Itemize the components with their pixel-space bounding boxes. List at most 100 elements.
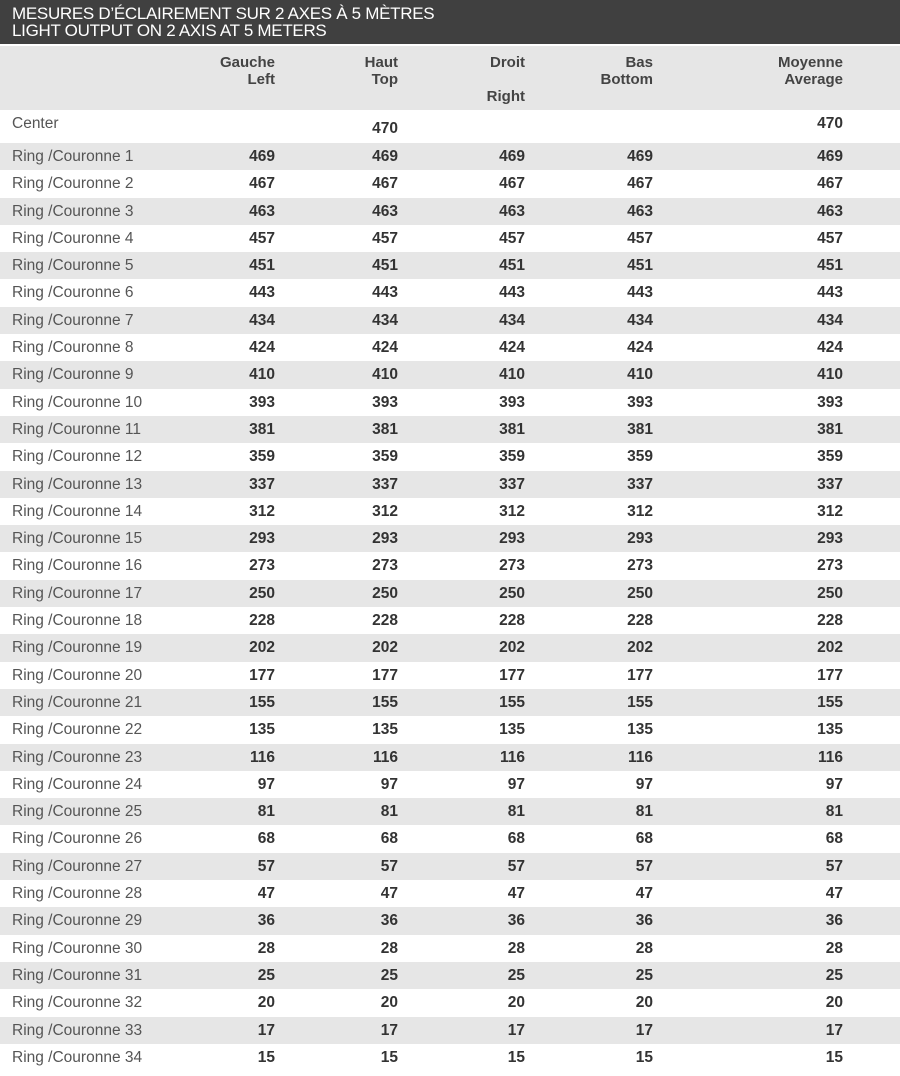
cell-average: 116: [817, 748, 843, 766]
cell-average: 293: [817, 530, 843, 548]
cell-right: 312: [499, 502, 525, 520]
table-row: Ring /Couronne 4 457 457 457 457 457: [0, 225, 900, 252]
table-row: Ring /Couronne 15 293 293 293 293 293: [0, 525, 900, 553]
table-row: Ring /Couronne 13 337 337 337 337 337: [0, 470, 900, 498]
cell-average: 155: [817, 693, 843, 711]
cell-bottom: 228: [627, 612, 653, 630]
cell-average: 457: [817, 229, 843, 247]
title-french: MESURES D’ÉCLAIREMENT SUR 2 AXES À 5 MÈT…: [12, 4, 435, 23]
cell-top: 25: [380, 966, 398, 984]
cell-top: 81: [380, 803, 398, 821]
cell-right: 293: [499, 530, 525, 548]
cell-bottom: 463: [627, 202, 653, 220]
row-label: Ring /Couronne 9: [12, 366, 134, 384]
cell-left: 57: [257, 857, 275, 875]
row-label: Ring /Couronne 8: [12, 339, 134, 357]
cell-left: 202: [249, 639, 275, 657]
row-label: Ring /Couronne 20: [12, 666, 143, 684]
table-row: Ring /Couronne 16 273 273 273 273 273: [0, 552, 900, 579]
cell-top: 28: [380, 939, 398, 957]
header-en: Bottom: [600, 71, 654, 88]
cell-bottom: 17: [635, 1021, 653, 1039]
cell-top: 57: [380, 857, 398, 875]
header-en: Right: [486, 88, 525, 105]
cell-right: 97: [507, 775, 525, 793]
cell-bottom: 337: [627, 475, 653, 493]
cell-top: 467: [372, 175, 398, 193]
cell-average: 57: [825, 857, 843, 875]
table-body: Center 470 470 Ring /Couronne 1 469 469 469 469…: [0, 110, 900, 1071]
table-title: MESURES D’ÉCLAIREMENT SUR 2 AXES À 5 MÈT…: [0, 0, 900, 44]
cell-top: 135: [372, 721, 398, 739]
row-label: Ring /Couronne 10: [12, 393, 143, 411]
cell-average: 381: [817, 420, 843, 438]
cell-top: 293: [372, 530, 398, 548]
cell-average: 202: [817, 639, 843, 657]
cell-bottom: 443: [627, 284, 653, 302]
cell-average: 312: [817, 502, 843, 520]
column-header-right: Droit Right: [425, 54, 525, 105]
cell-left: 359: [249, 448, 275, 466]
table-row: Ring /Couronne 14 312 312 312 312 312: [0, 498, 900, 525]
cell-bottom: 20: [635, 994, 653, 1012]
cell-top: 15: [380, 1048, 398, 1066]
cell-average: 463: [817, 202, 843, 220]
cell-right: 116: [499, 748, 525, 766]
cell-bottom: 457: [627, 229, 653, 247]
row-label: Ring /Couronne 6: [12, 284, 134, 302]
cell-left: 410: [249, 366, 275, 384]
cell-top: 457: [372, 229, 398, 247]
row-label: Ring /Couronne 31: [12, 966, 143, 984]
cell-bottom: 15: [635, 1048, 653, 1066]
cell-left: 434: [249, 311, 275, 329]
cell-bottom: 293: [627, 530, 653, 548]
cell-top: 17: [380, 1021, 398, 1039]
cell-average: 469: [817, 148, 843, 165]
cell-bottom: 393: [627, 393, 653, 411]
table-row: Ring /Couronne 1 469 469 469 469 469: [0, 143, 900, 171]
header-fr: Moyenne: [777, 54, 843, 71]
cell-top: 393: [372, 393, 398, 411]
cell-top: 410: [372, 366, 398, 384]
cell-top: 312: [372, 502, 398, 520]
table-row: Ring /Couronne 22 135 135 135 135 135: [0, 716, 900, 743]
cell-top: 177: [372, 666, 398, 684]
cell-right: 393: [499, 393, 525, 411]
cell-left: 393: [249, 393, 275, 411]
table-row: Ring /Couronne 21 155 155 155 155 155: [0, 688, 900, 717]
cell-bottom: 81: [635, 803, 653, 821]
table-row: Ring /Couronne 19 202 202 202 202 202: [0, 634, 900, 662]
cell-bottom: 434: [627, 311, 653, 329]
cell-right: 15: [507, 1048, 525, 1066]
table-row: Ring /Couronne 33 17 17 17 17 17: [0, 1016, 900, 1044]
cell-bottom: 116: [627, 748, 653, 766]
row-label: Ring /Couronne 4: [12, 229, 134, 247]
cell-average: 393: [817, 393, 843, 411]
table-row: Ring /Couronne 28 47 47 47 47 47: [0, 880, 900, 907]
cell-right: 469: [499, 148, 525, 165]
row-label: Ring /Couronne 5: [12, 257, 134, 275]
cell-average: 228: [817, 612, 843, 630]
cell-left: 273: [249, 557, 275, 575]
cell-left: 15: [257, 1048, 275, 1066]
cell-top: 470: [372, 120, 398, 137]
table-row: Ring /Couronne 20 177 177 177 177 177: [0, 662, 900, 689]
table-row: Ring /Couronne 32 20 20 20 20 20: [0, 989, 900, 1016]
cell-left: 381: [249, 420, 275, 438]
cell-top: 469: [372, 148, 398, 165]
cell-bottom: 359: [627, 448, 653, 466]
cell-left: 467: [249, 175, 275, 193]
cell-bottom: 68: [635, 830, 653, 848]
cell-right: 337: [499, 475, 525, 493]
cell-right: 381: [499, 420, 525, 438]
cell-average: 359: [817, 448, 843, 466]
cell-bottom: 155: [627, 693, 653, 711]
table-row: Ring /Couronne 11 381 381 381 381 381: [0, 415, 900, 444]
cell-right: 25: [507, 966, 525, 984]
cell-top: 20: [380, 994, 398, 1012]
cell-left: 116: [249, 748, 275, 766]
cell-top: 202: [372, 639, 398, 657]
cell-left: 337: [249, 475, 275, 493]
row-label: Ring /Couronne 21: [12, 693, 143, 711]
cell-bottom: 273: [627, 557, 653, 575]
